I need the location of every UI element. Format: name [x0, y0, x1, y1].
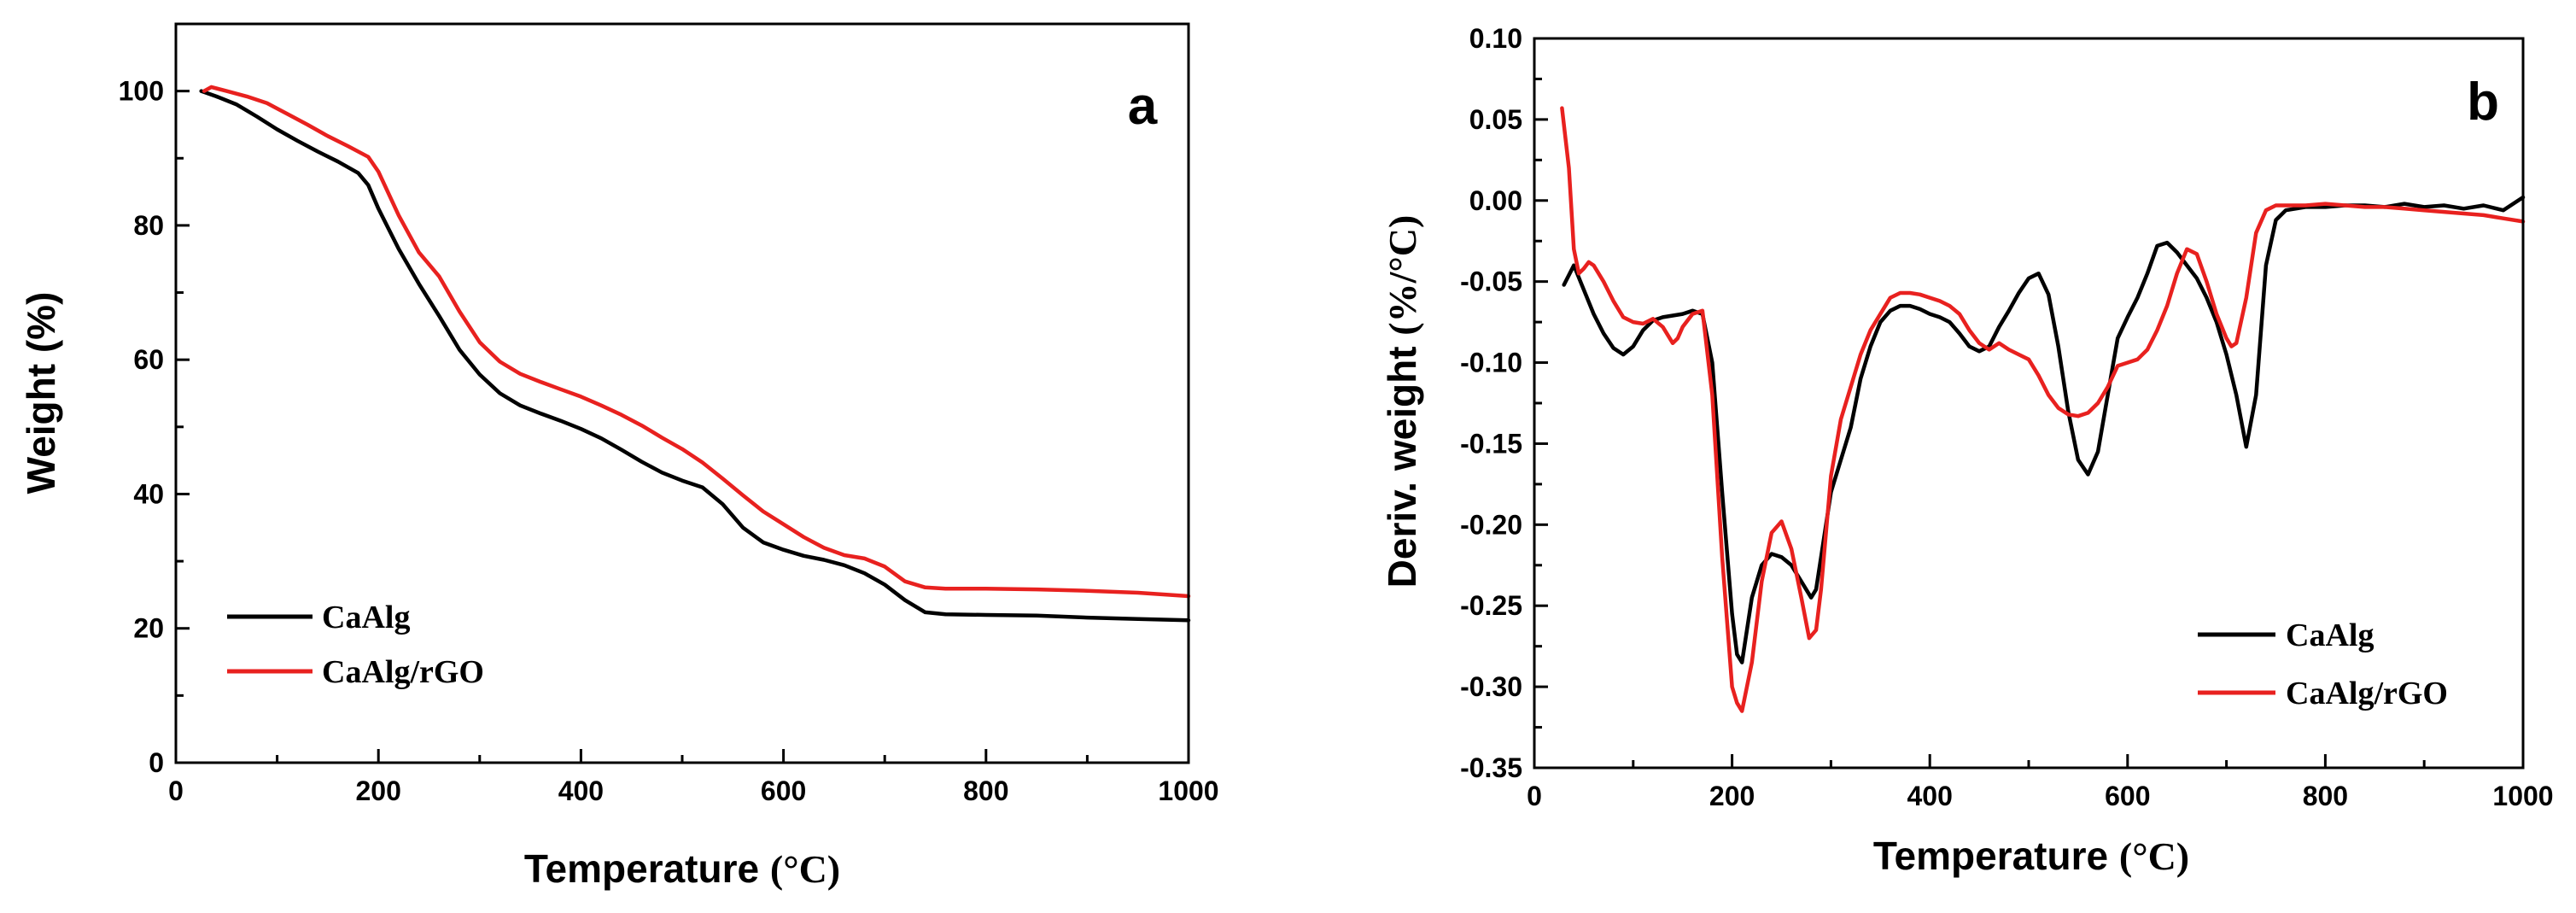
a-series-line-caalg-rgo — [202, 85, 1191, 599]
a-x-tick-label: 800 — [963, 775, 1008, 806]
a-x-tick-label: 400 — [558, 775, 604, 806]
a-y-axis-title-text: Weight (%) — [19, 292, 63, 495]
a-y-tick-label: 80 — [133, 210, 164, 241]
b-x-tick-label: 400 — [1907, 781, 1953, 811]
b-plot-frame — [1533, 37, 2525, 770]
a-x-tick-label: 600 — [761, 775, 806, 806]
b-y-tick-label: 0.05 — [1469, 104, 1522, 135]
a-y-tick-label: 20 — [133, 613, 164, 644]
b-x-axis-title: Temperature (°C) — [1873, 834, 2189, 878]
b-y-tick-label: -0.20 — [1460, 509, 1522, 540]
b-y-tick-label: 0.00 — [1469, 185, 1522, 216]
a-y-axis-title: Weight (%) — [19, 292, 63, 495]
b-x-axis-title-unit: (°C) — [2119, 834, 2189, 878]
a-panel-letter: a — [1128, 77, 1158, 136]
b-x-tick-label: 600 — [2105, 781, 2150, 811]
b-y-axis-title-unit: (%/°C) — [1381, 215, 1424, 336]
b-legend-label-caalg: CaAlg — [2286, 617, 2374, 653]
b-y-tick-label: -0.30 — [1460, 671, 1522, 702]
b-series-line-caalg-rgo — [1560, 106, 2526, 713]
a-y-tick-label: 0 — [149, 747, 164, 778]
b-y-tick-label: -0.15 — [1460, 428, 1522, 459]
b-y-tick-label: -0.05 — [1460, 266, 1522, 297]
a-x-axis-title: Temperature (°C) — [524, 846, 840, 891]
a-x-tick-label: 1000 — [1158, 775, 1218, 806]
b-y-tick-label: -0.25 — [1460, 590, 1522, 621]
b-panel-letter: b — [2467, 73, 2499, 132]
b-series-line-caalg — [1562, 195, 2526, 664]
a-legend-label-caalg-rgo: CaAlg/rGO — [322, 654, 484, 690]
a-y-tick-label: 40 — [133, 478, 164, 509]
a-legend-label-caalg: CaAlg — [322, 600, 410, 635]
a-series-line-caalg — [199, 89, 1191, 623]
b-y-tick-label: -0.35 — [1460, 752, 1522, 783]
a-x-axis-title-unit: (°C) — [770, 847, 840, 891]
panel-a-tga-chart: 0 200 400 600 800 1000 0 20 40 60 80 100 Temperature… — [19, 22, 1219, 891]
b-x-tick-label: 800 — [2303, 781, 2348, 811]
b-y-tick-label: 0.10 — [1469, 23, 1522, 54]
a-x-tick-label: 200 — [356, 775, 401, 806]
b-y-axis-title-text: Deriv. weight — [1380, 336, 1424, 588]
a-x-tick-label: 0 — [168, 775, 184, 806]
b-legend-label-caalg-rgo: CaAlg/rGO — [2286, 676, 2448, 711]
a-y-tick-label: 100 — [119, 76, 164, 107]
b-x-tick-label: 200 — [1709, 781, 1755, 811]
panel-b-dtg-chart: 0 200 400 600 800 1000 -0.35 -0.30 -0.25 -0.20 -0.… — [1380, 23, 2554, 878]
b-x-tick-label: 0 — [1527, 781, 1542, 811]
b-x-tick-label: 1000 — [2492, 781, 2553, 811]
b-x-axis-title-text: Temperature — [1873, 834, 2119, 878]
a-x-axis-title-text: Temperature — [524, 846, 770, 891]
a-y-tick-label: 60 — [133, 344, 164, 375]
b-y-axis-title: Deriv. weight (%/°C) — [1380, 215, 1424, 588]
b-y-tick-label: -0.10 — [1460, 348, 1522, 378]
